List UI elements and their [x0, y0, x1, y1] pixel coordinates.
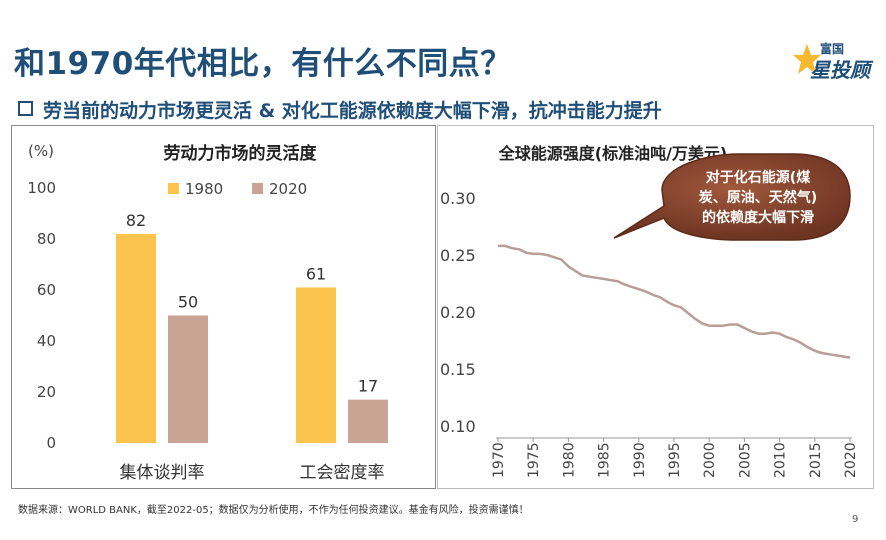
bar-1980-0 [116, 233, 156, 443]
bar-value-label: 82 [126, 211, 146, 230]
line-ytick-label: 0.30 [440, 189, 476, 208]
checkbox-bullet-icon [18, 101, 33, 116]
callout-line-2: 炭、原油、天然气) [699, 189, 817, 206]
page-title: 和1970年代相比，有什么不同点？ [14, 46, 512, 82]
line-xtick-label: 1990 [632, 442, 648, 478]
bar-ytick-label: 80 [37, 230, 56, 248]
callout-line-3: 的依赖度大幅下滑 [702, 209, 814, 226]
line-xtick-label: 2000 [702, 442, 718, 478]
subtitle-text: 劳当前的动力市场更灵活 & 对化工能源依赖度大幅下滑，抗冲击能力提升 [43, 100, 662, 122]
bar-value-label: 17 [358, 377, 378, 396]
legend-swatch-2020 [252, 183, 263, 194]
page-number: 9 [852, 514, 859, 525]
page-subtitle: 劳当前的动力市场更灵活 & 对化工能源依赖度大幅下滑，抗冲击能力提升 [18, 96, 662, 123]
line-ytick-label: 0.15 [440, 360, 476, 379]
bar-category-label: 工会密度率 [300, 463, 385, 483]
line-ytick-label: 0.20 [440, 303, 476, 322]
energy-intensity-line [498, 244, 851, 359]
logo-main-text: 星投顾 [810, 58, 870, 82]
bar-chart-title: 劳动力市场的灵活度 [164, 143, 318, 164]
legend-label-1980: 1980 [185, 180, 223, 198]
bar-ytick-label: 0 [46, 434, 56, 452]
labor-flexibility-panel: 劳动力市场的灵活度 (%) 1980 2020 0 20 40 60 80 100 82 5… [11, 125, 436, 489]
energy-intensity-chart: 全球能源强度(标准油吨/万美元) 0.10 0.15 0.20 0.25 0.30 19… [440, 144, 859, 478]
bar-1980-1 [296, 287, 336, 443]
legend-label-2020: 2020 [269, 180, 307, 198]
line-xtick-label: 1975 [526, 442, 542, 478]
footer-source: 数据来源：WORLD BANK，截至2022-05；数据仅为分析使用，不作为任何… [18, 505, 529, 516]
line-xtick-label: 1985 [597, 442, 613, 478]
star-icon [793, 44, 821, 74]
line-xtick-label: 2020 [843, 442, 859, 478]
energy-intensity-panel: 全球能源强度(标准油吨/万美元) 0.10 0.15 0.20 0.25 0.30 19… [437, 125, 874, 489]
callout-line-1: 对于化石能源(煤 [706, 169, 811, 186]
line-xtick-label: 2010 [773, 442, 789, 478]
line-xtick-label: 1980 [561, 442, 577, 478]
brand-logo: 富国 星投顾 [792, 38, 872, 82]
bar-value-label: 61 [306, 264, 326, 283]
callout-bubble [613, 153, 851, 241]
line-xtick-label: 2005 [737, 442, 753, 478]
bar-ytick-label: 40 [37, 332, 56, 350]
chart-annotation-callout: 对于化石能源(煤 炭、原油、天然气) 的依赖度大幅下滑 [613, 153, 851, 241]
bar-ytick-label: 100 [27, 179, 56, 197]
labor-flexibility-chart: 劳动力市场的灵活度 (%) 1980 2020 0 20 40 60 80 100 82 5… [27, 142, 388, 483]
bar-ytick-label: 60 [37, 281, 56, 299]
bar-chart-legend: 1980 2020 [168, 180, 307, 198]
line-ytick-label: 0.25 [440, 246, 476, 265]
line-xtick-label: 1995 [667, 442, 683, 478]
logo-top-text: 富国 [820, 42, 845, 56]
line-ytick-label: 0.10 [440, 417, 476, 436]
line-xtick-label: 1970 [491, 442, 507, 478]
bar-2020-0 [168, 315, 208, 443]
bar-category-label: 集体谈判率 [120, 463, 205, 483]
bar-ytick-label: 20 [37, 383, 56, 401]
legend-swatch-1980 [168, 183, 179, 194]
bar-chart-ylabel: (%) [28, 142, 54, 160]
line-xtick-label: 2015 [808, 442, 824, 478]
line-chart-title: 全球能源强度(标准油吨/万美元) [498, 144, 727, 163]
bar-2020-1 [348, 399, 388, 443]
bar-value-label: 50 [178, 293, 198, 312]
